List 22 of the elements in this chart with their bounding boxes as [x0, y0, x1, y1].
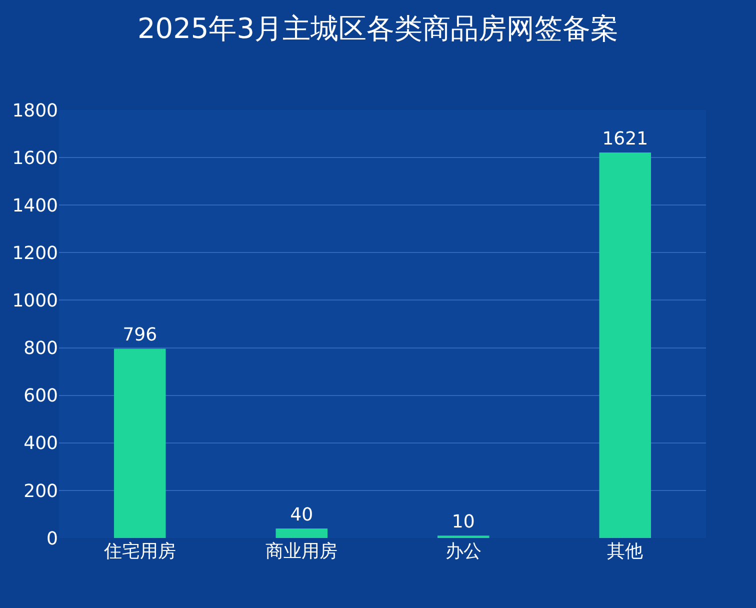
bar [599, 152, 651, 538]
y-tick-label: 600 [24, 386, 58, 407]
data-label: 10 [452, 512, 475, 533]
chart-title: 2025年3月主城区各类商品房网签备案 [137, 12, 619, 45]
y-tick-label: 0 [46, 528, 58, 550]
bar [114, 348, 166, 538]
y-tick-label: 200 [24, 480, 58, 502]
data-label: 40 [290, 504, 314, 526]
bar [276, 528, 328, 538]
y-tick-label: 800 [24, 338, 58, 360]
y-tick-label: 1000 [12, 290, 58, 312]
x-tick-label: 商业用房 [266, 541, 338, 562]
data-label: 796 [122, 324, 158, 346]
x-tick-label: 其他 [607, 541, 644, 562]
y-tick-label: 1600 [12, 148, 58, 169]
y-tick-label: 1800 [12, 100, 58, 122]
y-tick-label: 1400 [12, 195, 58, 216]
data-label: 1621 [602, 128, 648, 150]
x-tick-label: 办公 [445, 541, 482, 562]
y-tick-label: 1200 [12, 242, 58, 264]
y-tick-label: 400 [24, 433, 58, 454]
x-tick-label: 住宅用房 [102, 541, 176, 562]
